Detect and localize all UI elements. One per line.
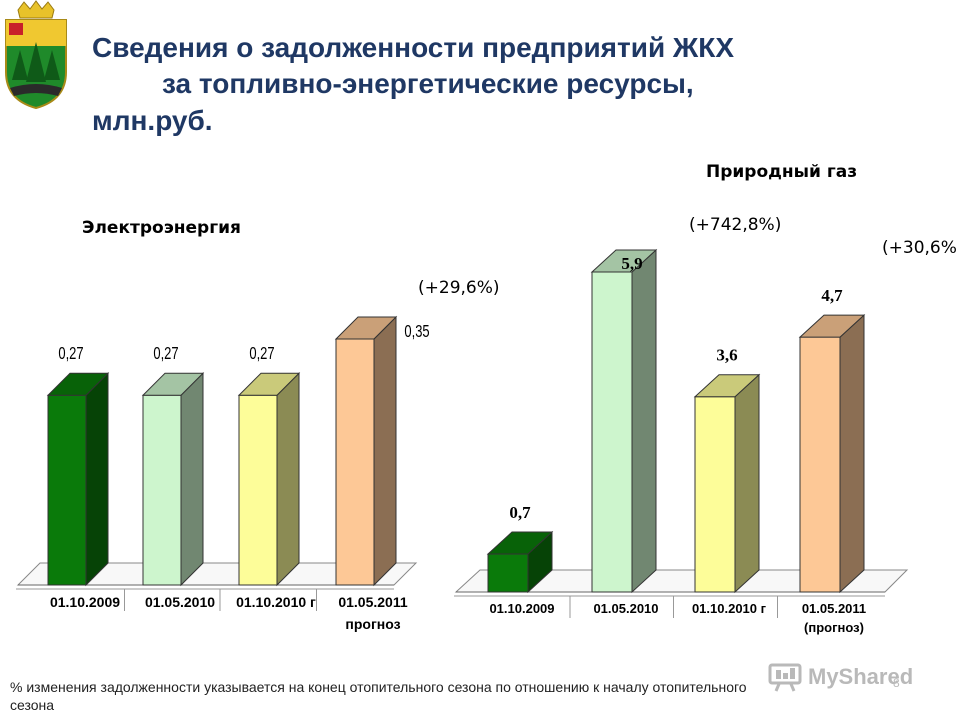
category-label: 01.10.2010 г: [236, 594, 316, 610]
bar-front: [335, 338, 375, 586]
category-label: 01.10.2010 г: [692, 601, 767, 616]
bar-front: [142, 394, 182, 586]
bar-side: [839, 313, 865, 594]
value-label: 4,7: [821, 286, 843, 305]
bar: [141, 372, 205, 587]
change-label-gas-2: (+30,6%: [882, 238, 957, 258]
category-label: 01.05.2011: [802, 601, 866, 616]
category-note: прогноз: [345, 616, 400, 632]
bar-side: [276, 372, 300, 587]
bar-front: [238, 394, 278, 586]
category-label: 01.10.2009: [50, 594, 120, 610]
category-label: 01.05.2011: [338, 594, 408, 610]
bar-front: [694, 396, 736, 593]
bar: [590, 248, 658, 594]
slide-title-line1: Сведения о задолженности предприятий ЖКХ: [92, 32, 735, 63]
bar-top: [141, 372, 205, 396]
bar: [46, 372, 110, 587]
chart-1: 0,7 01.10.2009 5,9 01.05.2010 3,6 01.10.2010 …: [454, 248, 909, 635]
slide-title: Сведения о задолженности предприятий ЖКХ…: [92, 30, 852, 139]
category-label: 01.05.2010: [145, 594, 215, 610]
coat-of-arms-emblem: [5, 0, 67, 110]
bar-front: [47, 394, 87, 586]
bar-front: [799, 336, 841, 593]
category-note: (прогноз): [804, 620, 864, 635]
value-label: 0,27: [153, 344, 178, 364]
change-label-gas-1: (+742,8%): [689, 215, 782, 235]
bar-top: [334, 316, 398, 340]
bar-side: [85, 372, 109, 587]
bar-top: [486, 531, 554, 555]
watermark: MyShared: [768, 660, 928, 694]
presentation-icon: [768, 663, 802, 692]
bar-top: [46, 372, 110, 396]
bar-side: [373, 315, 397, 587]
bar: [693, 373, 761, 594]
value-label: 3,6: [716, 346, 737, 365]
watermark-text: MyShared: [808, 664, 914, 689]
value-label: 0,7: [509, 503, 531, 522]
bar: [486, 530, 554, 594]
bar-front: [591, 271, 633, 593]
value-label: 0,35: [404, 322, 429, 342]
bar-side: [631, 248, 657, 594]
bar: [334, 315, 398, 587]
chart-0: 0,27 01.10.2009 0,27 01.05.2010 0,27 01.10.20…: [16, 315, 430, 632]
bar-top: [693, 374, 761, 398]
bar-top: [237, 372, 301, 396]
bar-side: [734, 373, 760, 594]
bar: [237, 372, 301, 587]
bar: [798, 313, 866, 594]
value-label: 0,27: [58, 344, 83, 364]
chart-title-electricity: Электроэнергия: [82, 218, 241, 238]
category-label: 01.10.2009: [489, 601, 554, 616]
value-label: 0,27: [249, 344, 274, 364]
slide-title-line3: млн.руб.: [92, 104, 213, 136]
chart-title-gas: Природный газ: [706, 162, 858, 182]
bar-front: [487, 553, 529, 593]
bar-side: [180, 372, 204, 587]
value-label: 5,9: [621, 254, 642, 273]
bar-top: [798, 314, 866, 338]
slide-title-line2: за топливно-энергетические ресурсы,: [162, 68, 694, 100]
change-label-electricity: (+29,6%): [418, 278, 500, 298]
page-number: 8: [893, 676, 900, 690]
category-label: 01.05.2010: [593, 601, 658, 616]
footnote: % изменения задолженности указывается на…: [10, 679, 747, 713]
bar-top: [590, 249, 658, 273]
